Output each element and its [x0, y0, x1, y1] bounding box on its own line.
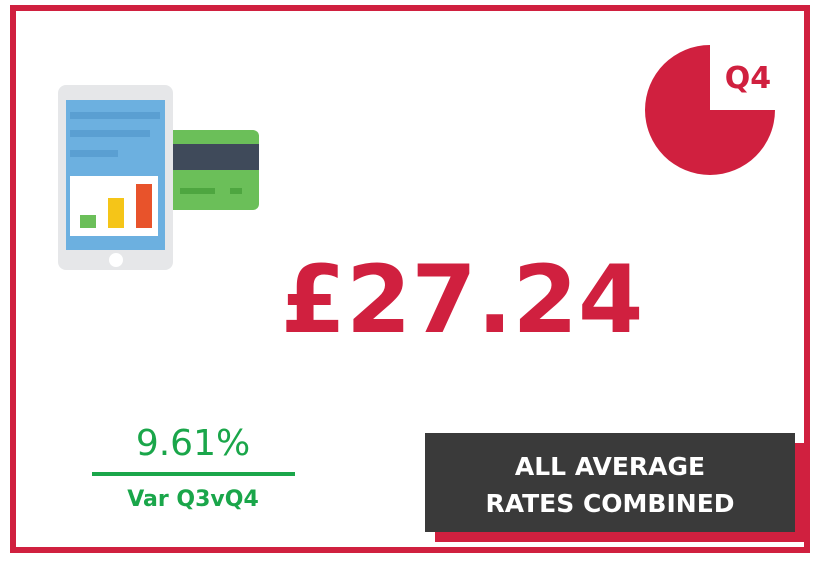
payment-icon — [58, 85, 259, 270]
card-stripe — [165, 144, 259, 170]
card-line — [180, 188, 215, 194]
description-line: ALL AVERAGE — [515, 452, 705, 481]
chart-bar-icon — [108, 198, 124, 228]
variance-value: 9.61% — [136, 423, 250, 464]
headline-value: £27.24 — [281, 246, 644, 355]
screen-line — [70, 112, 160, 119]
description-box — [425, 433, 795, 532]
card-line — [230, 188, 242, 194]
screen-line — [70, 130, 150, 137]
screen-line — [70, 150, 118, 157]
phone-button — [109, 253, 123, 267]
description-line: RATES COMBINED — [485, 489, 734, 518]
variance-label: Var Q3vQ4 — [127, 487, 259, 512]
chart-bar-icon — [80, 215, 96, 228]
chart-bar-icon — [136, 184, 152, 228]
variance-rule — [92, 472, 295, 476]
quarter-pie-icon — [645, 45, 775, 175]
quarter-label: Q4 — [725, 61, 771, 96]
